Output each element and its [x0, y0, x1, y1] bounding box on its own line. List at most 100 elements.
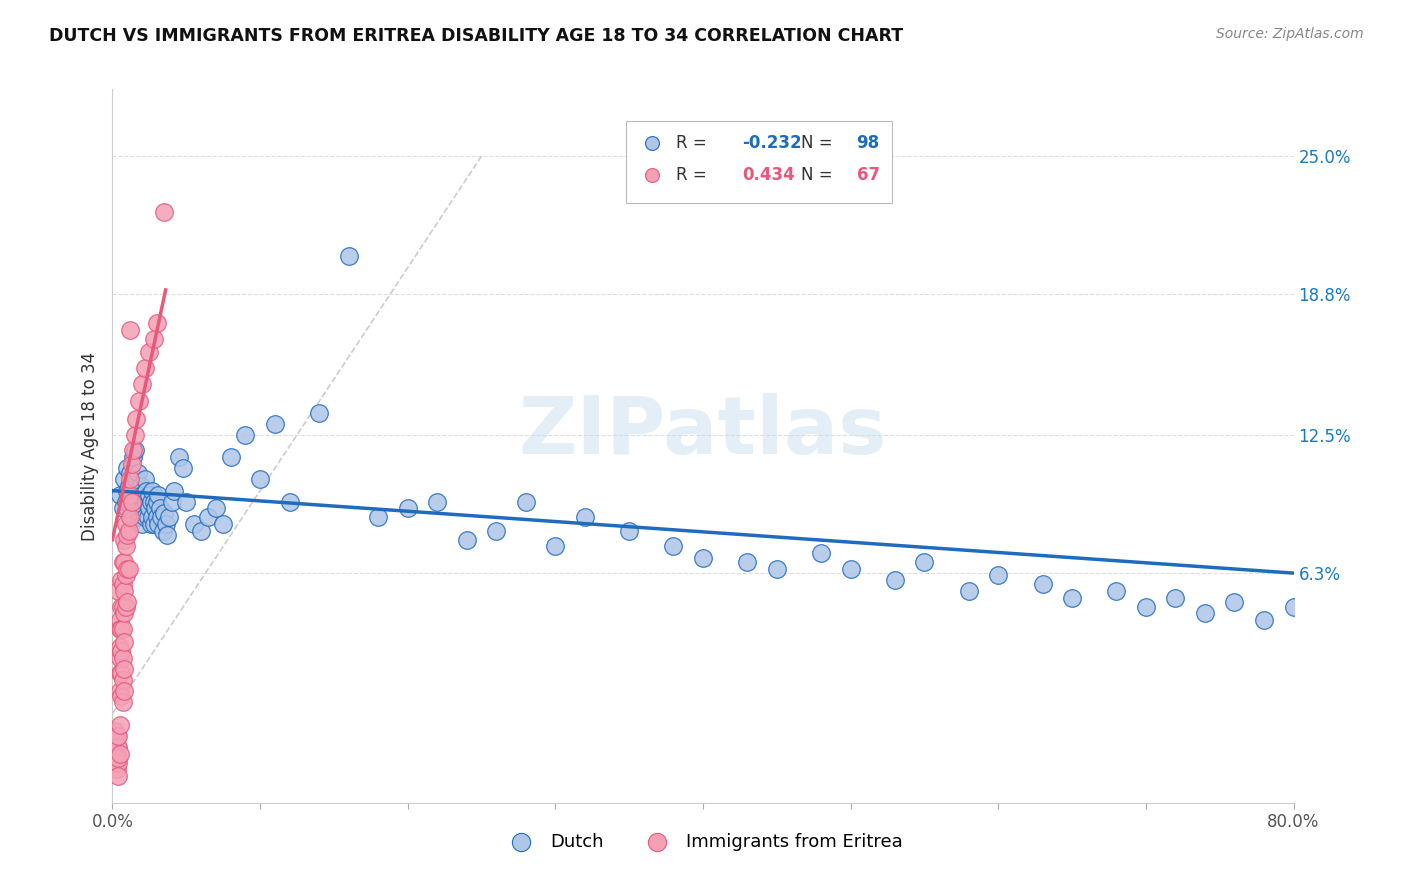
Point	[107, 751, 129, 765]
Point	[118, 488, 141, 502]
Point	[1194, 607, 1216, 621]
Point	[117, 562, 138, 576]
Point	[141, 483, 163, 498]
Point	[111, 673, 134, 688]
Point	[1105, 583, 1128, 598]
Point	[122, 443, 145, 458]
Text: 0.434: 0.434	[742, 166, 794, 184]
Point	[134, 510, 156, 524]
Point	[456, 533, 478, 547]
Point	[128, 494, 150, 508]
Point	[107, 740, 129, 755]
Point	[1164, 591, 1187, 605]
Point	[163, 483, 186, 498]
Text: N =: N =	[801, 134, 832, 152]
Point	[766, 562, 789, 576]
Point	[107, 769, 129, 783]
Point	[104, 733, 127, 747]
Point	[112, 607, 135, 621]
Point	[121, 457, 143, 471]
Legend: Dutch, Immigrants from Eritrea: Dutch, Immigrants from Eritrea	[496, 826, 910, 858]
Point	[104, 724, 127, 739]
Point	[117, 483, 138, 498]
Point	[167, 450, 190, 464]
Point	[128, 394, 150, 409]
Point	[212, 516, 235, 531]
Point	[337, 249, 360, 264]
Point	[111, 577, 134, 591]
Point	[136, 510, 159, 524]
Point	[810, 546, 832, 560]
Point	[105, 751, 128, 765]
Y-axis label: Disability Age 18 to 34: Disability Age 18 to 34	[80, 351, 98, 541]
Point	[129, 479, 152, 493]
Point	[515, 494, 537, 508]
Point	[396, 501, 419, 516]
Point	[107, 756, 129, 770]
Point	[124, 510, 146, 524]
Point	[135, 483, 157, 498]
Text: R =: R =	[676, 134, 707, 152]
Point	[114, 568, 136, 582]
Point	[117, 528, 138, 542]
Point	[118, 562, 141, 576]
Point	[112, 555, 135, 569]
Point	[112, 684, 135, 698]
Point	[987, 568, 1010, 582]
Point	[112, 635, 135, 649]
Point	[1341, 613, 1364, 627]
Point	[117, 461, 138, 475]
Point	[1282, 599, 1305, 614]
Point	[111, 599, 134, 614]
Point	[132, 501, 155, 516]
Point	[111, 622, 134, 636]
Point	[138, 501, 160, 516]
Point	[108, 717, 131, 731]
Point	[105, 729, 128, 743]
Point	[108, 640, 131, 654]
Point	[125, 494, 148, 508]
Point	[114, 599, 136, 614]
Point	[120, 466, 142, 480]
Point	[146, 316, 169, 330]
Point	[308, 405, 330, 419]
Point	[122, 488, 145, 502]
Point	[914, 555, 936, 569]
Point	[142, 516, 165, 531]
Point	[107, 729, 129, 743]
Point	[737, 555, 759, 569]
Point	[108, 684, 131, 698]
Point	[183, 516, 205, 531]
Point	[139, 516, 162, 531]
Point	[111, 501, 134, 516]
Point	[426, 494, 449, 508]
Point	[174, 494, 197, 508]
Point	[1135, 599, 1157, 614]
Point	[219, 450, 242, 464]
Point	[124, 427, 146, 442]
Text: 67: 67	[856, 166, 880, 184]
Point	[111, 555, 134, 569]
Point	[108, 651, 131, 665]
Point	[104, 747, 127, 761]
Text: R =: R =	[676, 166, 707, 184]
Point	[278, 494, 301, 508]
Point	[112, 583, 135, 598]
Point	[197, 510, 219, 524]
Point	[121, 501, 143, 516]
Point	[120, 323, 142, 337]
Point	[131, 376, 153, 391]
Point	[110, 573, 132, 587]
Point	[112, 533, 135, 547]
Text: 98: 98	[856, 134, 880, 152]
Point	[141, 510, 163, 524]
Point	[1223, 595, 1246, 609]
Point	[122, 450, 145, 464]
Point	[117, 501, 138, 516]
Point	[118, 494, 141, 508]
Point	[1371, 628, 1393, 642]
Point	[148, 488, 170, 502]
Point	[957, 583, 980, 598]
Point	[264, 417, 287, 431]
Point	[108, 613, 131, 627]
